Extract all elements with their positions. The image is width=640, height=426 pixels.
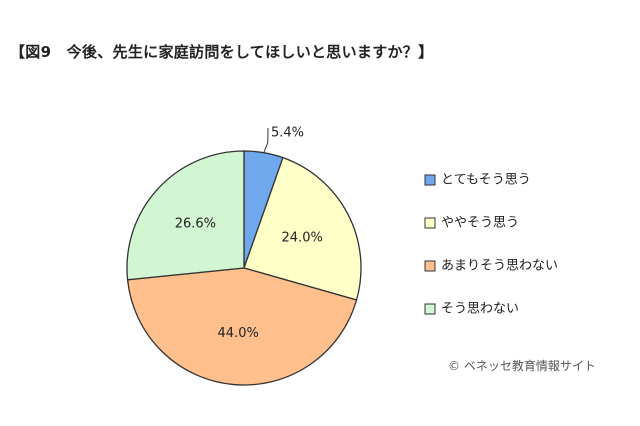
legend-swatch-3 [424,260,436,272]
pie-slice-3 [126,267,358,386]
legend-swatch-4 [424,303,436,315]
legend-label-3: あまりそう思わない [441,259,558,274]
legend-swatch-2 [424,217,436,229]
legend-swatch-1 [424,174,436,186]
legend-label-1: とてもそう思う [441,173,531,188]
slice-value-label-1: 5.4% [271,126,304,141]
slice-value-label-3: 44.0% [218,326,259,341]
leader-line-1 [263,127,269,153]
copyright-credit: © ベネッセ教育情報サイト [448,359,596,373]
slice-value-label-4: 26.6% [175,217,216,232]
legend-label-2: ややそう思う [441,216,519,231]
chart-title: 【図9 今後、先生に家庭訪問をしてほしいと思いますか？】 [10,43,434,61]
pie-slice-2 [243,156,362,301]
slice-value-label-2: 24.0% [282,230,323,245]
pie-slice-4 [126,150,245,281]
legend-label-4: そう思わない [441,302,519,317]
